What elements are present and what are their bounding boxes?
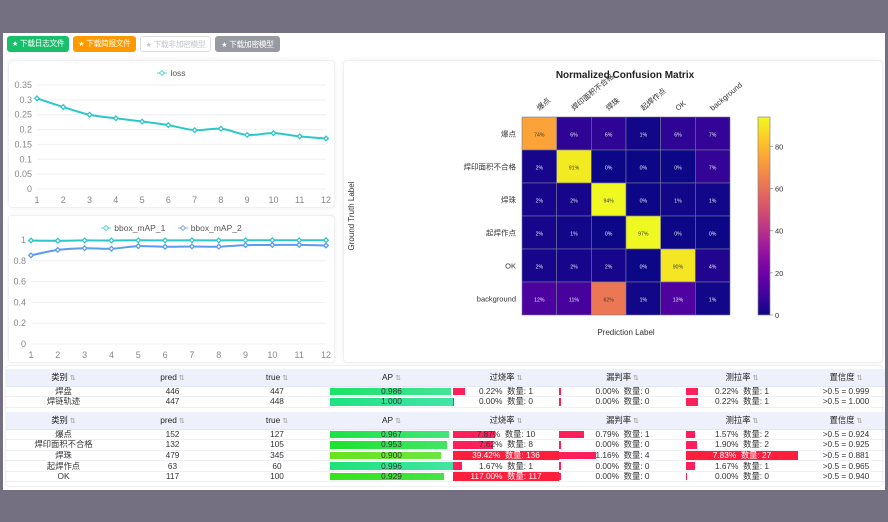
- svg-text:OK: OK: [505, 262, 516, 271]
- svg-text:11: 11: [295, 350, 304, 360]
- svg-text:6%: 6%: [674, 133, 682, 139]
- svg-text:0.3: 0.3: [19, 95, 32, 105]
- svg-text:焊珠: 焊珠: [501, 195, 516, 205]
- svg-text:2%: 2%: [536, 232, 544, 238]
- svg-text:0.6: 0.6: [13, 277, 26, 287]
- svg-text:0%: 0%: [640, 199, 648, 205]
- svg-text:0%: 0%: [605, 232, 613, 238]
- svg-text:2: 2: [61, 195, 66, 205]
- svg-text:0.15: 0.15: [14, 139, 32, 149]
- svg-text:0%: 0%: [674, 166, 682, 172]
- svg-text:8: 8: [216, 350, 221, 360]
- svg-text:6%: 6%: [570, 133, 578, 139]
- svg-text:6: 6: [163, 350, 168, 360]
- svg-text:0.35: 0.35: [14, 80, 32, 90]
- svg-text:10: 10: [267, 350, 277, 360]
- svg-text:2%: 2%: [536, 199, 544, 205]
- svg-text:0.25: 0.25: [14, 110, 32, 120]
- svg-text:0%: 0%: [640, 166, 648, 172]
- svg-text:5: 5: [140, 195, 145, 205]
- svg-text:0.1: 0.1: [19, 154, 32, 164]
- svg-text:3: 3: [82, 350, 87, 360]
- svg-text:0: 0: [775, 311, 779, 320]
- svg-text:11: 11: [295, 195, 304, 205]
- svg-text:4: 4: [113, 195, 118, 205]
- svg-text:11%: 11%: [569, 298, 579, 304]
- svg-text:Ground Truth Label: Ground Truth Label: [347, 181, 356, 250]
- svg-text:background: background: [477, 295, 516, 304]
- svg-text:6: 6: [166, 195, 171, 205]
- svg-text:1%: 1%: [640, 298, 648, 304]
- svg-text:爆点: 爆点: [501, 129, 516, 139]
- svg-text:10: 10: [268, 195, 278, 205]
- svg-text:4%: 4%: [709, 265, 717, 271]
- svg-text:2%: 2%: [536, 166, 544, 172]
- svg-text:0%: 0%: [709, 232, 717, 238]
- svg-text:2%: 2%: [605, 265, 613, 271]
- svg-text:1: 1: [28, 350, 33, 360]
- svg-text:1%: 1%: [640, 133, 648, 139]
- svg-text:0.4: 0.4: [13, 297, 26, 307]
- svg-text:12: 12: [321, 195, 331, 205]
- svg-text:40: 40: [775, 227, 783, 236]
- svg-text:7: 7: [189, 350, 194, 360]
- svg-text:2%: 2%: [536, 265, 544, 271]
- svg-text:9: 9: [245, 195, 250, 205]
- svg-text:起焊作点: 起焊作点: [638, 85, 668, 112]
- svg-text:20: 20: [775, 269, 783, 278]
- svg-text:OK: OK: [674, 99, 688, 113]
- svg-text:12: 12: [321, 350, 331, 360]
- svg-text:91%: 91%: [569, 166, 580, 172]
- svg-text:0.05: 0.05: [14, 169, 32, 179]
- svg-text:Prediction Label: Prediction Label: [597, 328, 655, 337]
- svg-text:0.2: 0.2: [19, 125, 32, 135]
- svg-text:1: 1: [21, 235, 26, 245]
- svg-text:爆点: 爆点: [534, 95, 552, 113]
- svg-text:7%: 7%: [709, 166, 717, 172]
- svg-text:0.2: 0.2: [13, 318, 26, 328]
- svg-text:2%: 2%: [570, 265, 578, 271]
- svg-text:0%: 0%: [640, 265, 648, 271]
- svg-text:1: 1: [34, 195, 39, 205]
- svg-text:74%: 74%: [534, 133, 545, 139]
- svg-text:起焊作点: 起焊作点: [486, 228, 516, 238]
- svg-text:60: 60: [775, 185, 783, 194]
- svg-text:0%: 0%: [605, 166, 613, 172]
- svg-text:97%: 97%: [638, 232, 649, 238]
- svg-text:0: 0: [27, 184, 32, 194]
- svg-text:0: 0: [21, 339, 26, 349]
- svg-text:0.8: 0.8: [13, 256, 26, 266]
- svg-text:9: 9: [243, 350, 248, 360]
- svg-text:4: 4: [109, 350, 114, 360]
- svg-text:8: 8: [218, 195, 223, 205]
- svg-text:1%: 1%: [709, 298, 717, 304]
- svg-text:90%: 90%: [673, 265, 684, 271]
- svg-text:80: 80: [775, 142, 783, 151]
- svg-text:2: 2: [55, 350, 60, 360]
- svg-text:5: 5: [136, 350, 141, 360]
- svg-text:焊印面积不合格: 焊印面积不合格: [464, 162, 517, 172]
- svg-text:7: 7: [192, 195, 197, 205]
- svg-text:62%: 62%: [603, 298, 614, 304]
- svg-text:94%: 94%: [603, 199, 614, 205]
- svg-text:13%: 13%: [673, 298, 684, 304]
- svg-text:1%: 1%: [709, 199, 717, 205]
- svg-text:1%: 1%: [674, 199, 682, 205]
- svg-text:焊珠: 焊珠: [604, 95, 622, 113]
- svg-text:7%: 7%: [709, 133, 717, 139]
- svg-text:0%: 0%: [674, 232, 682, 238]
- svg-text:12%: 12%: [534, 298, 545, 304]
- svg-text:background: background: [708, 80, 744, 112]
- svg-text:2%: 2%: [570, 199, 578, 205]
- svg-text:6%: 6%: [605, 133, 613, 139]
- svg-text:1%: 1%: [570, 232, 578, 238]
- svg-text:3: 3: [87, 195, 92, 205]
